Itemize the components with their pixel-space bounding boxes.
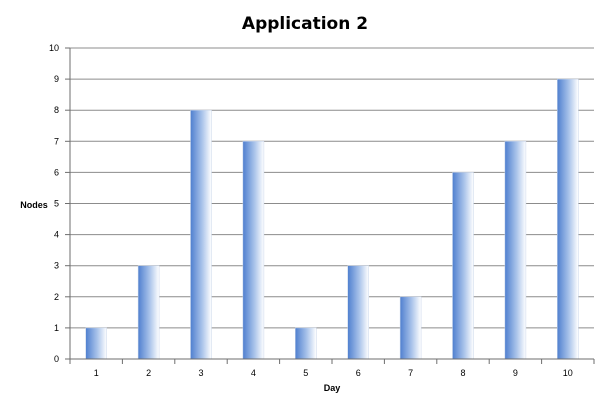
y-tick-label: 1 <box>54 323 59 333</box>
bar-day-7 <box>399 296 422 360</box>
y-tick-label: 6 <box>54 167 59 177</box>
x-tick-labels: 1 2 3 4 5 6 7 8 9 10 <box>94 368 573 378</box>
x-tick-label: 6 <box>356 368 361 378</box>
axes <box>65 47 595 364</box>
y-tick-label: 3 <box>54 261 59 271</box>
bar-day-4 <box>242 141 265 360</box>
x-tick-label: 3 <box>198 368 203 378</box>
x-tick-label: 10 <box>563 368 573 378</box>
x-tick-label: 4 <box>251 368 256 378</box>
bar-day-5 <box>295 327 317 360</box>
x-tick-label: 1 <box>94 368 99 378</box>
x-tick-label: 7 <box>408 368 413 378</box>
bar-day-2 <box>137 265 160 360</box>
bar-day-10 <box>557 78 579 360</box>
y-tick-label: 2 <box>54 292 59 302</box>
y-axis-label: Nodes <box>20 200 48 210</box>
chart-title: Application 2 <box>242 14 368 34</box>
y-tick-label: 7 <box>54 136 59 146</box>
y-tick-label: 0 <box>54 354 59 364</box>
y-tick-label: 9 <box>54 74 59 84</box>
y-tick-label: 5 <box>54 199 59 209</box>
y-tick-labels: 0 1 2 3 4 5 6 7 8 9 10 <box>49 43 59 364</box>
x-tick-label: 5 <box>303 368 308 378</box>
x-axis-label: Day <box>324 383 341 393</box>
x-tick-label: 9 <box>513 368 518 378</box>
y-tick-label: 10 <box>49 43 59 53</box>
bar-day-8 <box>452 172 474 360</box>
x-tick-label: 8 <box>460 368 465 378</box>
bars <box>85 78 579 360</box>
bar-day-3 <box>190 109 212 360</box>
x-tick-label: 2 <box>146 368 151 378</box>
bar-day-9 <box>504 141 527 360</box>
bar-day-6 <box>347 265 369 360</box>
y-tick-label: 4 <box>54 230 59 240</box>
y-tick-label: 8 <box>54 105 59 115</box>
bar-day-1 <box>85 327 107 360</box>
